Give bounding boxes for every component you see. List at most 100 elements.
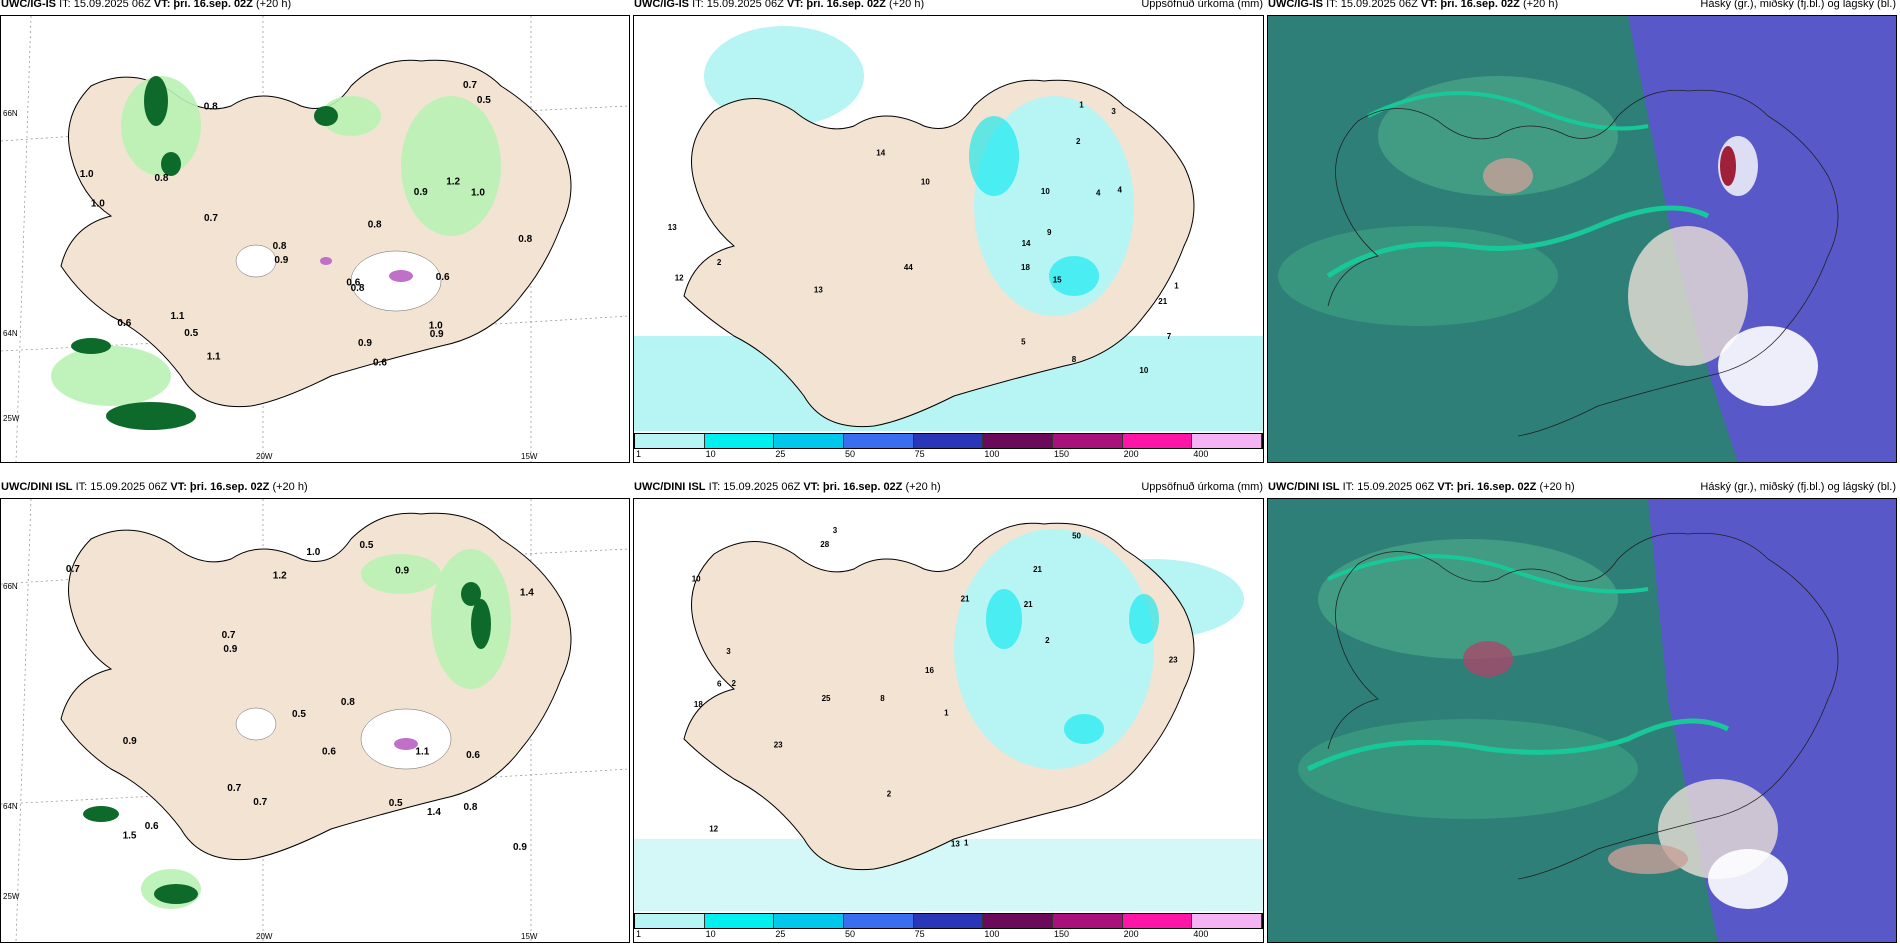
map-value-label: 0.8 bbox=[155, 173, 169, 184]
map-value-label: 1 bbox=[944, 709, 949, 718]
svg-text:20W: 20W bbox=[256, 452, 273, 461]
map-value-label: 0.8 bbox=[368, 220, 382, 231]
map-value-label: 3 bbox=[833, 526, 838, 535]
map-value-label: 1.0 bbox=[91, 198, 105, 209]
colorbar-swatch bbox=[913, 434, 984, 448]
wind-panel-row2: UWC/DINI ISL IT: 15.09.2025 06Z VT: þri.… bbox=[0, 481, 630, 943]
panel-header: UWC/IG-IS IT: 15.09.2025 06Z VT: þri. 16… bbox=[634, 0, 925, 10]
map-value-label: 21 bbox=[1033, 565, 1042, 574]
map-value-label: 2 bbox=[732, 679, 737, 688]
colorbar-tick: 10 bbox=[705, 449, 716, 459]
map-value-label: 0.9 bbox=[223, 644, 237, 655]
map-value-label: 0.9 bbox=[123, 736, 137, 747]
map-value-label: 1.1 bbox=[171, 311, 185, 322]
colorbar-tick: 150 bbox=[1054, 929, 1070, 939]
map-value-label: 14 bbox=[876, 148, 885, 157]
colorbar-tick: 100 bbox=[984, 929, 1000, 939]
map-value-label: 25 bbox=[822, 694, 831, 703]
colorbar-swatch bbox=[983, 434, 1054, 448]
colorbar-tick: 50 bbox=[845, 929, 856, 939]
map-value-label: 1 bbox=[1079, 101, 1084, 110]
map-value-label: 0.8 bbox=[273, 241, 287, 252]
map-value-label: 1.4 bbox=[427, 807, 441, 818]
map-value-label: 4 bbox=[1118, 185, 1123, 194]
cloud-panel-row1: UWC/IG-IS IT: 15.09.2025 06Z VT: þri. 16… bbox=[1267, 0, 1897, 463]
map-value-label: 23 bbox=[774, 740, 783, 749]
map-value-label: 1.1 bbox=[415, 746, 429, 757]
map-value-label: 0.6 bbox=[322, 746, 336, 757]
colorbar-swatch bbox=[1192, 914, 1263, 928]
colorbar-tick: 400 bbox=[1193, 449, 1209, 459]
colorbar-swatch bbox=[844, 914, 914, 928]
colorbar-tick: 400 bbox=[1193, 929, 1209, 939]
map-value-label: 2 bbox=[1045, 636, 1050, 645]
colorbar-tick: 50 bbox=[845, 449, 856, 459]
map-value-label: 0.7 bbox=[463, 80, 477, 91]
map-value-label: 13 bbox=[668, 223, 677, 232]
map-value-label: 0.7 bbox=[253, 797, 267, 808]
map-value-label: 13 bbox=[814, 286, 823, 295]
map-value-label: 16 bbox=[925, 666, 934, 675]
map-value-label: 2 bbox=[887, 790, 892, 799]
map-value-label: 0.6 bbox=[117, 318, 131, 329]
map-value-label: 13 bbox=[951, 839, 960, 848]
precip-title: Uppsöfnuð úrkoma (mm) bbox=[1141, 481, 1263, 493]
map-value-label: 1.4 bbox=[520, 587, 534, 598]
colorbar-tick: 75 bbox=[914, 929, 925, 939]
wind-map: 66N 64N 25W 20W 15W 0.60.81.10.8 1.20.90.… bbox=[1, 16, 629, 462]
map-value-label: 0.9 bbox=[513, 842, 527, 853]
map-value-label: 44 bbox=[904, 263, 913, 272]
map-value-label: 0.5 bbox=[360, 540, 374, 551]
colorbar-swatch bbox=[1122, 914, 1193, 928]
map-value-label: 0.6 bbox=[466, 750, 480, 761]
svg-text:66N: 66N bbox=[3, 109, 18, 118]
map-value-label: 1.5 bbox=[123, 830, 137, 841]
map-value-label: 9 bbox=[1047, 228, 1052, 237]
map-value-label: 0.7 bbox=[222, 630, 236, 641]
colorbar bbox=[634, 913, 1263, 929]
map-value-label: 23 bbox=[1169, 656, 1178, 665]
panel-header: UWC/IG-IS IT: 15.09.2025 06Z VT: þri. 16… bbox=[1, 0, 292, 10]
map-value-label: 3 bbox=[1111, 107, 1116, 116]
colorbar-swatch bbox=[913, 914, 984, 928]
map-value-label: 6 bbox=[717, 680, 722, 689]
svg-text:66N: 66N bbox=[3, 582, 18, 591]
map-value-label: 0.7 bbox=[66, 564, 80, 575]
cloud-map bbox=[1268, 499, 1896, 942]
map-value-label: 10 bbox=[1139, 366, 1148, 375]
svg-text:15W: 15W bbox=[521, 932, 538, 941]
map-value-label: 0.5 bbox=[477, 95, 491, 106]
panel-header: UWC/DINI ISL IT: 15.09.2025 06Z VT: þri.… bbox=[1268, 481, 1575, 493]
colorbar-swatch bbox=[774, 434, 845, 448]
precip-title: Uppsöfnuð úrkoma (mm) bbox=[1141, 0, 1263, 10]
map-value-label: 0.9 bbox=[358, 338, 372, 349]
colorbar-tick: 200 bbox=[1123, 449, 1139, 459]
colorbar bbox=[634, 433, 1263, 449]
map-value-label: 0.6 bbox=[145, 821, 159, 832]
map-value-label: 7 bbox=[1167, 332, 1172, 341]
map-value-label: 21 bbox=[1024, 600, 1033, 609]
map-value-label: 1 bbox=[1174, 281, 1179, 290]
wind-map: 66N 64N 25W 20W 15W 1.5 0.6 0.8 0.6 1.2 0.5 0.… bbox=[1, 499, 629, 942]
map-value-label: 0.6 bbox=[373, 357, 387, 368]
colorbar-swatch bbox=[844, 434, 914, 448]
map-value-label: 0.5 bbox=[389, 798, 403, 809]
map-value-label: 8 bbox=[1072, 355, 1077, 364]
colorbar-swatch bbox=[774, 914, 845, 928]
colorbar-tick: 75 bbox=[914, 449, 925, 459]
colorbar-swatch bbox=[1122, 434, 1193, 448]
colorbar-tick: 100 bbox=[984, 449, 1000, 459]
map-value-label: 0.9 bbox=[395, 565, 409, 576]
colorbar-tick: 1 bbox=[636, 449, 642, 459]
map-value-label: 10 bbox=[692, 575, 701, 584]
colorbar-swatch bbox=[1053, 434, 1123, 448]
map-value-label: 18 bbox=[694, 700, 703, 709]
map-value-label: 5 bbox=[1021, 338, 1026, 347]
map-value-label: 12 bbox=[675, 273, 684, 282]
precip-panel-row2: UWC/DINI ISL IT: 15.09.2025 06Z VT: þri.… bbox=[633, 481, 1264, 943]
map-value-label: 0.5 bbox=[292, 709, 306, 720]
colorbar-swatch bbox=[635, 434, 705, 448]
colorbar-tick: 1 bbox=[636, 929, 642, 939]
